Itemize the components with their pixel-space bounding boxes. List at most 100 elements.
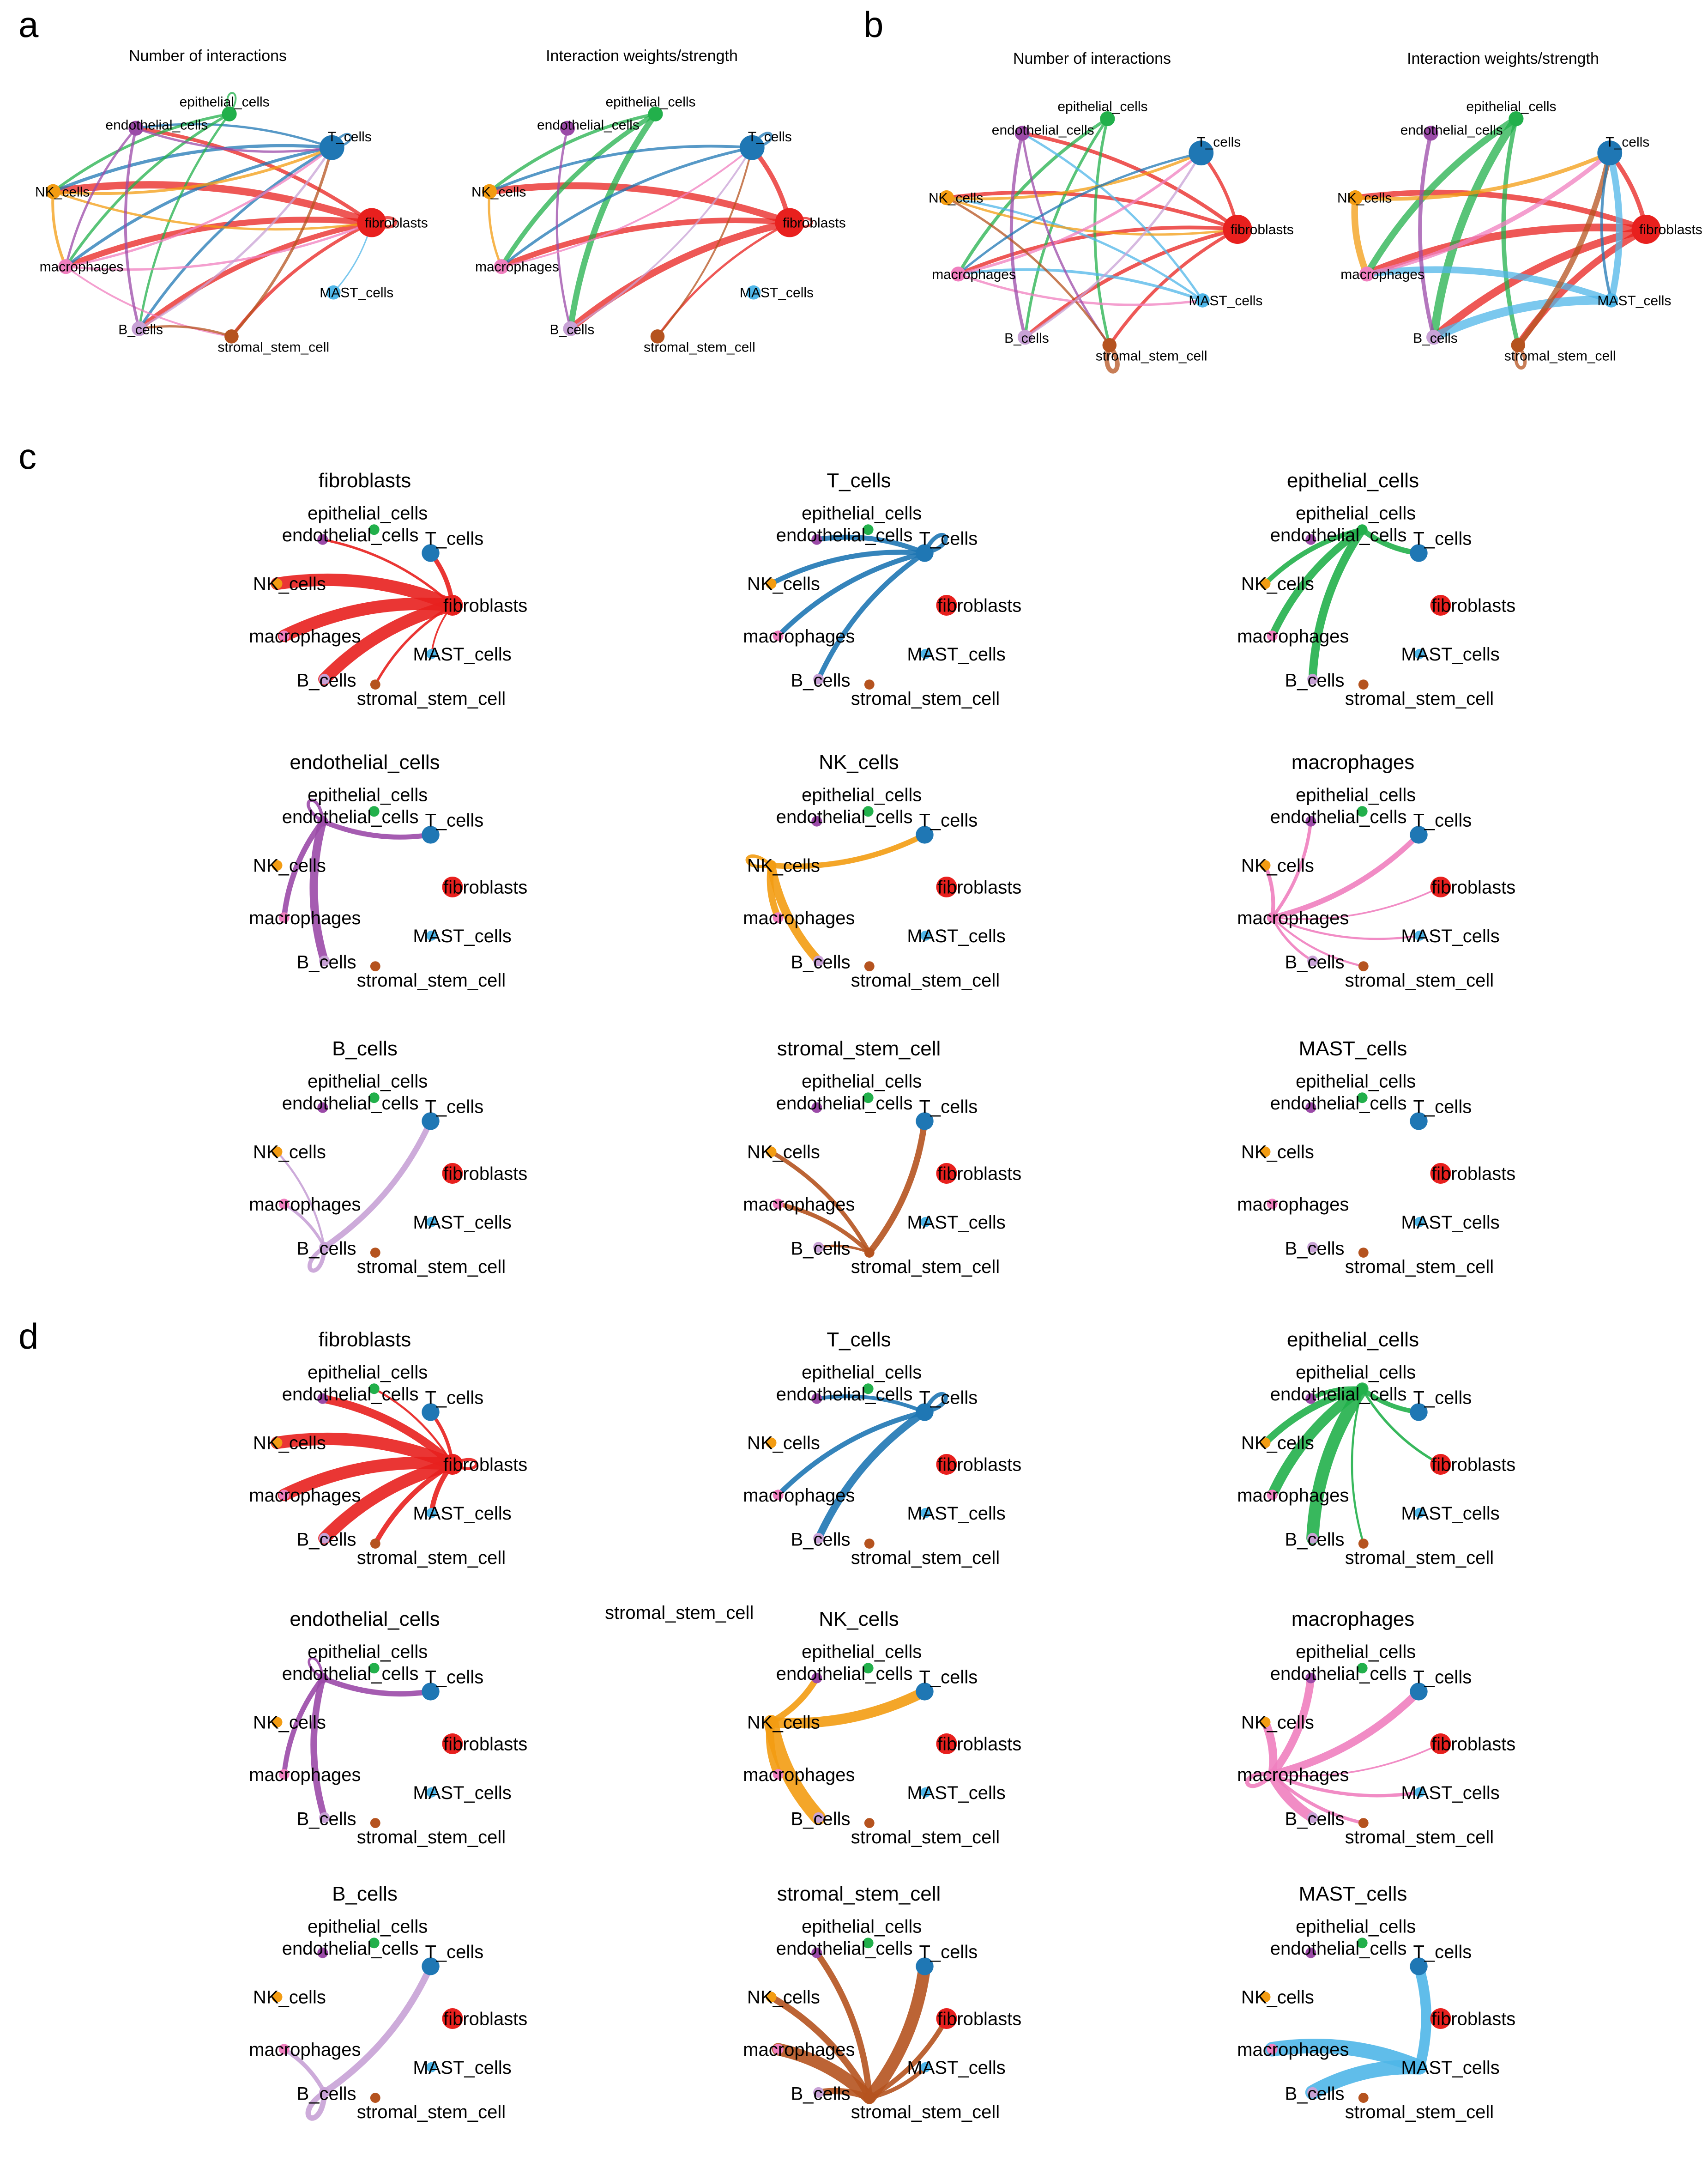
node-stromal_stem_cell [370,1538,380,1549]
node-label-endothelial_cells: endothelial_cells [776,807,913,827]
edge-fibroblasts-to-macrophages [499,218,792,270]
node-fibroblasts [442,2008,463,2029]
node-MAST_cells [1414,648,1425,659]
node-stromal_stem_cell [1102,338,1117,352]
node-fibroblasts [442,1163,463,1184]
network-labels-d-MAST_cells: epithelial_cells T_cells fibroblasts MAST_c… [1237,1883,1515,2122]
edge-B_cells-to-B_cells [308,1245,327,1273]
network-labels-c-stromal_stem_cell: epithelial_cells T_cells fibroblasts MAST_c… [743,1037,1021,1277]
node-macrophages [1267,1490,1278,1501]
node-label-endothelial_cells: endothelial_cells [282,1938,419,1959]
edge-macrophages-to-endothelial_cells [1268,1674,1315,1779]
node-stromal_stem_cell [370,961,380,972]
edge-fibroblasts-to-NK_cells [486,182,793,226]
node-endothelial_cells [1014,126,1030,141]
subplot-title-d-macrophages: macrophages [1292,1608,1415,1630]
edge-stromal_stem_cell-to-B_cells [817,1244,871,1254]
edge-fibroblasts-to-macrophages [278,1456,459,1502]
node-label-MAST_cells: MAST_cells [1597,293,1671,309]
edge-endothelial_cells-to-B_cells [555,127,572,330]
node-label-endothelial_cells: endothelial_cells [537,118,640,133]
node-stromal_stem_cell [1511,338,1526,352]
node-macrophages [494,259,509,274]
edge-macrophages-to-stromal_stem_cell [1270,1773,1365,1825]
node-epithelial_cells [863,524,874,535]
edge-stromal_stem_cell-to-NK_cells [945,196,1111,346]
edge-fibroblasts-to-endothelial_cells [134,126,374,224]
node-epithelial_cells [1357,1938,1368,1949]
node-B_cells [1307,2087,1318,2098]
node-T_cells [739,135,765,160]
edge-epithelial_cells-to-macrophages [1267,1383,1368,1501]
node-label-B_cells: B_cells [1285,670,1345,690]
node-label-stromal_stem_cell: stromal_stem_cell [1504,348,1616,363]
edge-macrophages-to-MAST_cells [957,273,1204,306]
node-label-fibroblasts: fibroblasts [443,878,527,898]
node-endothelial_cells [317,534,328,545]
node-label-macrophages: macrophages [1237,1485,1349,1506]
node-label-stromal_stem_cell: stromal_stem_cell [1096,348,1207,363]
edge-epithelial_cells-to-B_cells [138,113,231,330]
edge-endothelial_cells-to-endothelial_cells [307,799,325,823]
edge-endothelial_cells-to-B_cells [124,127,141,330]
node-NK_cells [939,190,954,206]
subplot-title-c-MAST_cells: MAST_cells [1299,1037,1407,1060]
edge-stromal_stem_cell-to-fibroblasts [867,2016,949,2101]
node-fibroblasts [936,1733,957,1754]
network-nodes-b-weight [1347,111,1661,352]
edge-MAST_cells-to-endothelial_cells [1021,132,1204,302]
node-epithelial_cells [863,1663,874,1674]
node-label-stromal_stem_cell: stromal_stem_cell [217,339,329,355]
node-epithelial_cells [1357,1663,1368,1674]
node-fibroblasts [936,595,957,616]
node-NK_cells [1260,1146,1271,1157]
node-B_cells [1307,673,1318,684]
node-macrophages [1267,630,1278,642]
node-label-macrophages: macrophages [1340,267,1424,282]
node-endothelial_cells [560,121,575,136]
node-label-MAST_cells: MAST_cells [907,1212,1005,1233]
node-stromal_stem_cell [1358,679,1369,690]
node-NK_cells [1260,1437,1271,1448]
edge-macrophages-to-T_cells [65,146,333,268]
node-MAST_cells [1414,1787,1425,1798]
node-fibroblasts [1430,2008,1451,2029]
network-nodes-c-stromal_stem_cell [766,1092,957,1258]
node-NK_cells [272,578,283,589]
node-B_cells [813,673,824,684]
node-MAST_cells [920,930,931,941]
node-endothelial_cells [317,816,328,827]
node-label-macrophages: macrophages [249,1765,361,1785]
node-label-T_cells: T_cells [1413,1667,1472,1687]
node-label-NK_cells: NK_cells [253,1433,326,1453]
edge-NK_cells-to-macrophages [1351,194,1370,278]
node-label-T_cells: T_cells [1413,810,1472,830]
node-label-NK_cells: NK_cells [253,1713,326,1733]
node-label-epithelial_cells: epithelial_cells [1057,99,1147,115]
node-T_cells [422,826,440,844]
edge-endothelial_cells-to-B_cells [310,1674,328,1821]
network-nodes-d-endothelial_cells [272,1663,463,1829]
network-a-weight [486,111,813,338]
edge-macrophages-to-T_cells [1364,151,1612,277]
node-label-stromal_stem_cell: stromal_stem_cell [357,1827,506,1847]
node-label-macrophages: macrophages [743,1194,855,1215]
node-epithelial_cells [648,106,663,121]
edge-macrophages-to-B_cells [1267,1769,1318,1823]
edge-NK_cells-to-T_cells [766,1686,930,1728]
edge-B_cells-to-macrophages [283,1202,326,1249]
node-label-epithelial_cells: epithelial_cells [308,1642,428,1662]
edge-T_cells-to-T_cells [923,533,948,555]
edge-B_cells-to-T_cells [321,1118,434,1250]
node-label-B_cells: B_cells [791,1529,851,1550]
node-stromal_stem_cell [864,1248,875,1258]
node-label-B_cells: B_cells [791,1238,851,1259]
edge-macrophages-to-T_cells [957,151,1203,276]
node-label-macrophages: macrophages [249,908,361,928]
edge-epithelial_cells-to-NK_cells [52,112,231,193]
edge-stromal_stem_cell-to-stromal_stem_cell [1104,343,1120,374]
node-stromal_stem_cell [864,1818,875,1829]
node-label-epithelial_cells: epithelial_cells [180,94,270,109]
node-stromal_stem_cell [1358,1248,1369,1258]
node-stromal_stem_cell [1358,961,1369,972]
